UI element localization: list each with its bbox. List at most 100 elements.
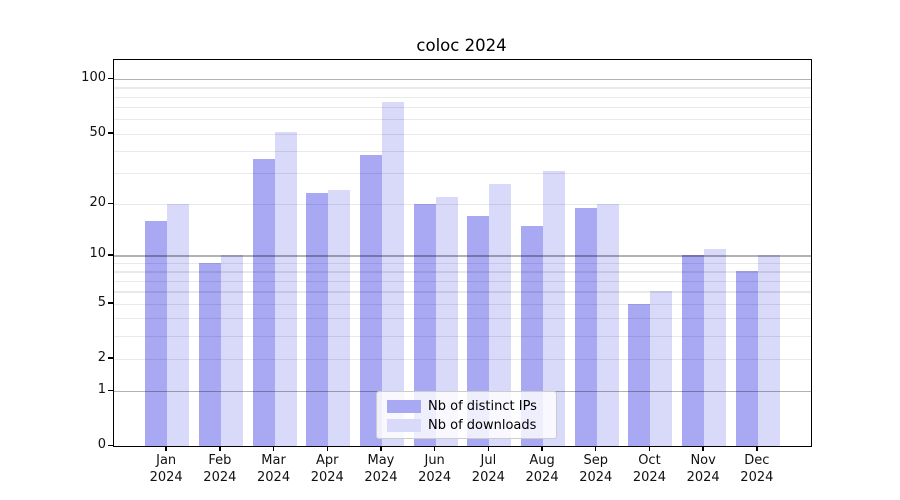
minor-gridline-9	[114, 263, 811, 265]
bar-downloads-feb	[220, 255, 243, 446]
minor-gridline-50	[114, 133, 811, 135]
x-tick-mark-jun	[433, 446, 436, 452]
y-tick-mark-10	[108, 254, 113, 256]
x-tick-mark-jul	[487, 446, 490, 452]
minor-gridline-40	[114, 150, 811, 153]
minor-gridline-20	[114, 204, 811, 206]
bar-distinct-ips-dec	[735, 271, 758, 446]
bar-downloads-jul	[489, 184, 512, 446]
y-tick-label-5: 5	[97, 294, 106, 310]
y-tick-mark-2	[108, 357, 113, 359]
major-gridline-100	[114, 79, 811, 81]
x-tick-month: Oct	[638, 453, 661, 468]
bar-distinct-ips-oct	[628, 303, 651, 446]
x-tick-year: 2024	[418, 469, 452, 485]
bar-downloads-mar	[274, 131, 297, 446]
x-tick-month: Jun	[424, 453, 445, 468]
chart-title: coloc 2024	[416, 36, 507, 55]
plot-area	[113, 59, 812, 447]
minor-gridline-2	[114, 358, 811, 360]
x-tick-mark-mar	[272, 446, 275, 452]
major-gridline-10	[114, 255, 811, 257]
y-tick-label-10: 10	[89, 246, 106, 262]
bar-distinct-ips-may	[359, 154, 382, 446]
x-tick-year: 2024	[740, 469, 774, 485]
y-tick-label-50: 50	[89, 124, 106, 140]
x-tick-month: Nov	[690, 453, 716, 468]
x-tick-mark-apr	[326, 446, 328, 452]
x-tick-month: Jan	[156, 453, 177, 468]
y-tick-label-1: 1	[97, 381, 106, 397]
bar-distinct-ips-nov	[682, 255, 705, 446]
x-tick-month: Jul	[480, 453, 497, 468]
minor-gridline-80	[114, 96, 811, 98]
legend-label-downloads: Nb of downloads	[428, 417, 537, 433]
y-tick-label-100: 100	[81, 70, 106, 86]
legend-entry-distinct-ips: Nb of distinct IPs	[387, 399, 548, 414]
x-tick-label-dec: Dec 2024	[725, 453, 789, 486]
x-tick-label-apr: Apr 2024	[295, 453, 359, 486]
bar-downloads-may	[381, 101, 404, 446]
minor-gridline-6	[114, 291, 811, 293]
x-tick-month: Sep	[583, 453, 608, 468]
bar-distinct-ips-aug	[521, 225, 544, 446]
x-tick-label-feb: Feb 2024	[188, 453, 252, 486]
x-tick-year: 2024	[203, 469, 237, 485]
x-tick-mark-oct	[648, 446, 651, 452]
x-tick-year: 2024	[149, 469, 183, 485]
x-tick-label-nov: Nov 2024	[671, 453, 735, 486]
bar-distinct-ips-jan	[145, 220, 168, 446]
x-tick-mark-nov	[702, 446, 704, 452]
x-tick-year: 2024	[310, 469, 344, 485]
x-tick-mark-dec	[756, 446, 758, 452]
x-tick-label-jun: Jun 2024	[403, 453, 467, 486]
bar-downloads-jun	[435, 196, 458, 446]
y-tick-mark-0	[108, 444, 113, 447]
minor-gridline-4	[114, 318, 811, 320]
x-tick-label-sep: Sep 2024	[564, 453, 628, 486]
x-tick-year: 2024	[686, 469, 720, 485]
x-tick-year: 2024	[471, 469, 505, 485]
minor-gridline-30	[114, 173, 811, 175]
x-tick-month: Dec	[744, 453, 770, 468]
bar-distinct-ips-apr	[306, 193, 329, 446]
y-tick-mark-1	[108, 389, 113, 392]
x-tick-year: 2024	[525, 469, 559, 485]
x-tick-month: Aug	[529, 453, 555, 468]
y-tick-mark-50	[108, 132, 113, 134]
x-tick-mark-sep	[595, 446, 597, 452]
x-tick-month: May	[367, 453, 395, 468]
minor-gridline-5	[114, 303, 811, 305]
y-tick-mark-20	[108, 202, 113, 205]
legend-swatch-distinct-ips	[387, 399, 421, 413]
minor-gridline-8	[114, 271, 811, 273]
y-tick-mark-5	[108, 302, 113, 304]
legend-entry-downloads: Nb of downloads	[387, 417, 548, 433]
bar-downloads-aug	[543, 170, 566, 446]
x-tick-label-jan: Jan 2024	[134, 453, 198, 486]
y-tick-label-2: 2	[97, 349, 106, 365]
bar-distinct-ips-mar	[252, 159, 275, 446]
bar-downloads-jan	[167, 204, 190, 446]
x-tick-mark-jan	[165, 446, 167, 452]
bar-downloads-nov	[704, 248, 727, 446]
y-tick-label-0: 0	[97, 437, 106, 452]
legend: Nb of distinct IPs Nb of downloads	[376, 391, 557, 439]
x-tick-year: 2024	[257, 469, 291, 485]
y-tick-label-20: 20	[89, 195, 106, 211]
x-tick-label-jul: Jul 2024	[456, 453, 520, 486]
bar-distinct-ips-jun	[413, 204, 436, 446]
bar-downloads-dec	[757, 255, 780, 446]
x-tick-mark-may	[380, 446, 382, 452]
bar-distinct-ips-sep	[574, 207, 597, 446]
minor-gridline-70	[114, 107, 811, 109]
minor-gridline-3	[114, 335, 811, 337]
bar-downloads-apr	[328, 190, 351, 446]
x-tick-month: Apr	[316, 453, 339, 468]
x-tick-year: 2024	[364, 469, 398, 485]
minor-gridline-7	[114, 280, 811, 282]
bar-distinct-ips-jul	[467, 216, 490, 446]
x-tick-mark-feb	[219, 446, 221, 452]
x-tick-label-aug: Aug 2024	[510, 453, 574, 486]
